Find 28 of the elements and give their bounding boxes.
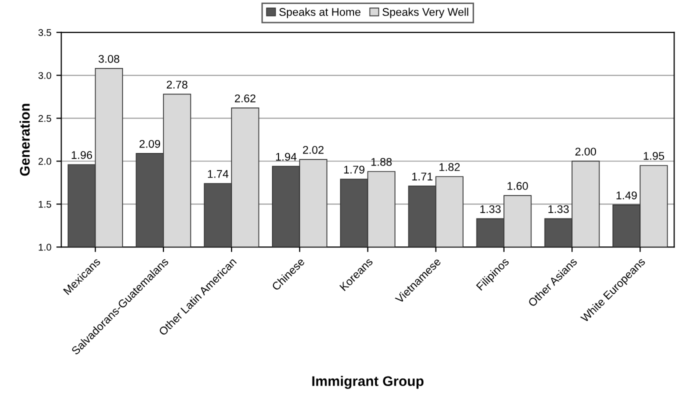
data-label: 1.96: [72, 151, 92, 159]
data-label: 1.74: [208, 170, 228, 178]
data-label: 2.78: [166, 80, 188, 89]
data-label: 3.08: [98, 54, 120, 63]
data-label: 1.95: [644, 152, 664, 160]
data-label: 1.88: [371, 158, 392, 166]
y-tick-label: 2.5: [38, 114, 52, 122]
y-tick-label: 1.5: [38, 200, 52, 208]
data-label: 1.33: [480, 205, 501, 214]
data-label: 2.62: [234, 94, 256, 102]
data-label: 1.71: [412, 172, 432, 180]
y-tick-label: 3.5: [38, 29, 52, 36]
y-axis-title: Generation: [20, 104, 30, 176]
y-tick-label: 3.0: [38, 72, 52, 79]
data-label: 1.33: [548, 205, 569, 214]
y-tick-label: 1.0: [38, 244, 52, 251]
data-label: 2.09: [140, 140, 160, 148]
x-axis-title: Immigrant Group: [312, 376, 424, 389]
data-label: 1.79: [344, 166, 364, 174]
data-label: 1.49: [616, 191, 637, 200]
data-label: 1.94: [276, 152, 297, 161]
legend-label: Speaks at Home: [279, 8, 360, 18]
data-label: 1.60: [508, 182, 528, 190]
data-label: 2.02: [303, 146, 324, 154]
y-tick-label: 2.0: [38, 158, 52, 165]
data-label: 1.82: [439, 163, 460, 172]
data-label: 2.00: [575, 148, 596, 156]
legend-label: Speaks Very Well: [382, 8, 468, 18]
